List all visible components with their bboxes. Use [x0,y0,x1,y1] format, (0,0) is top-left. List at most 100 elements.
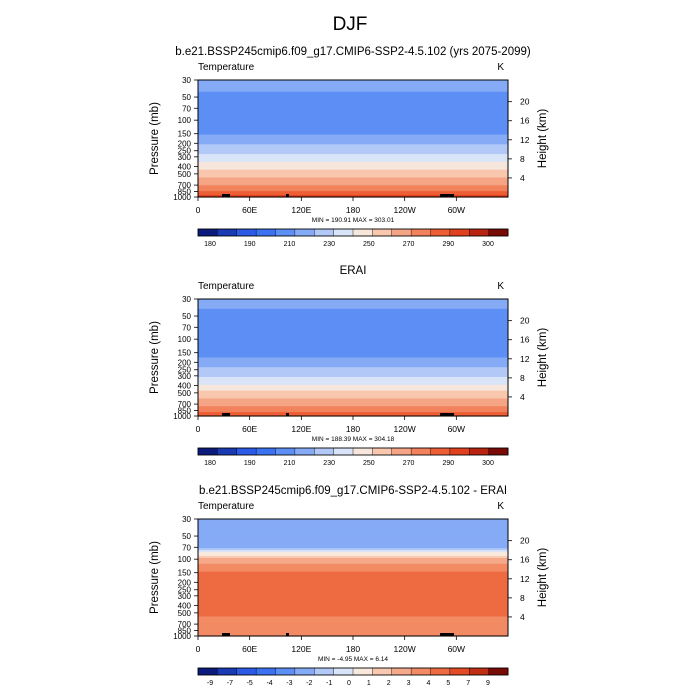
contour-band [198,542,508,545]
contour-band [198,173,508,177]
contour-band [198,380,508,384]
contour-band [198,318,508,322]
contour-band [198,113,508,116]
colorbar-label: 210 [284,460,296,467]
pressure-tick-label: 300 [178,592,192,601]
x-tick-label: 60W [448,424,465,434]
pressure-tick-label: 250 [178,147,192,156]
x-tick-label: 120E [291,424,311,434]
contour-band [198,624,508,627]
contour-band [198,520,508,524]
contour-band [198,177,508,181]
contour-band [198,552,508,555]
contour-band [198,581,508,584]
pressure-tick-label: 30 [182,515,191,524]
colorbar-label: 270 [403,460,415,467]
contour-band [198,412,508,415]
contour-band [198,148,508,151]
contour-band [198,101,508,104]
contour-band [198,165,508,169]
colorbar-swatch [430,667,451,676]
colorbar-swatch [352,447,373,456]
contour-band [198,159,508,163]
contour-band [198,373,508,376]
contour-band [198,158,508,161]
x-tick-label: 120E [291,644,311,654]
pressure-tick-label: 150 [178,349,192,358]
colorbar-swatch [275,228,296,237]
contour-band [198,598,508,602]
contour-band [198,392,508,396]
contour-band [198,326,508,329]
contour-band [198,630,508,633]
contour-band [198,583,508,586]
pressure-tick-label: 850 [178,407,192,416]
colorbar-label: 3 [407,680,411,687]
contour-band [198,93,508,97]
x-tick-label: 60E [242,424,257,434]
contour-band [198,124,508,128]
pressure-tick-label: 300 [178,372,192,381]
colorbar-swatch [294,667,315,676]
pressure-tick-label: 300 [178,153,192,162]
min-max-stats: MIN = 188.39 MAX = 304.18 [312,436,395,443]
contour-band [198,386,508,390]
contour-band [198,408,508,411]
contour-band [198,369,508,372]
pressure-tick-label: 70 [182,104,191,113]
colorbar-label: -9 [207,680,213,687]
contour-band [198,556,508,559]
contour-band [198,109,508,112]
colorbar-swatch [469,667,490,676]
colorbar-label: 190 [244,460,256,467]
contour-fill [198,519,508,637]
terrain-mask [286,194,289,197]
contour-band [198,181,508,184]
contour-band [198,144,508,147]
colorbar-swatch [410,228,431,237]
x-tick-label: 60W [448,644,465,654]
height-tick-label: 20 [520,536,530,546]
colorbar-label: 0 [347,680,351,687]
contour-band [198,526,508,530]
contour-band [198,622,508,625]
contour-band [198,361,508,364]
colorbar-label: 250 [363,241,375,248]
contour-band [198,548,508,551]
y-axis-label: Pressure (mb) [149,541,161,614]
contour-band [198,595,508,598]
colorbar-label: 290 [442,241,454,248]
colorbar-swatch [255,228,276,237]
colorbar-label: 210 [284,241,296,248]
colorbar-swatch [236,667,257,676]
contour-band [198,538,508,542]
contour-band [198,336,508,339]
colorbar-swatch [410,447,431,456]
terrain-mask [440,413,454,416]
contour-band [198,154,508,157]
colorbar-swatch [275,447,296,456]
colorbar-label: -7 [227,680,233,687]
contour-band [198,161,508,165]
pressure-tick-label: 250 [178,366,192,375]
height-tick-label: 20 [520,97,530,107]
x-tick-label: 120W [394,644,416,654]
colorbar-frame [197,228,509,237]
y-axis-right-label: Height (km) [537,109,549,169]
colorbar-swatch [294,228,315,237]
contour-band [198,384,508,388]
pressure-tick-label: 500 [178,389,192,398]
contour-band [198,343,508,347]
units-label: K [497,281,504,292]
contour-band [198,398,508,401]
contour-band [198,163,508,167]
contour-band [198,185,508,188]
colorbar-label: 300 [482,460,494,467]
contour-band [198,140,508,143]
colorbar-swatch [255,667,276,676]
contour-band [198,136,508,140]
contour-band [198,363,508,366]
contour-band [198,597,508,600]
contour-band [198,626,508,629]
pressure-tick-label: 200 [178,578,192,587]
